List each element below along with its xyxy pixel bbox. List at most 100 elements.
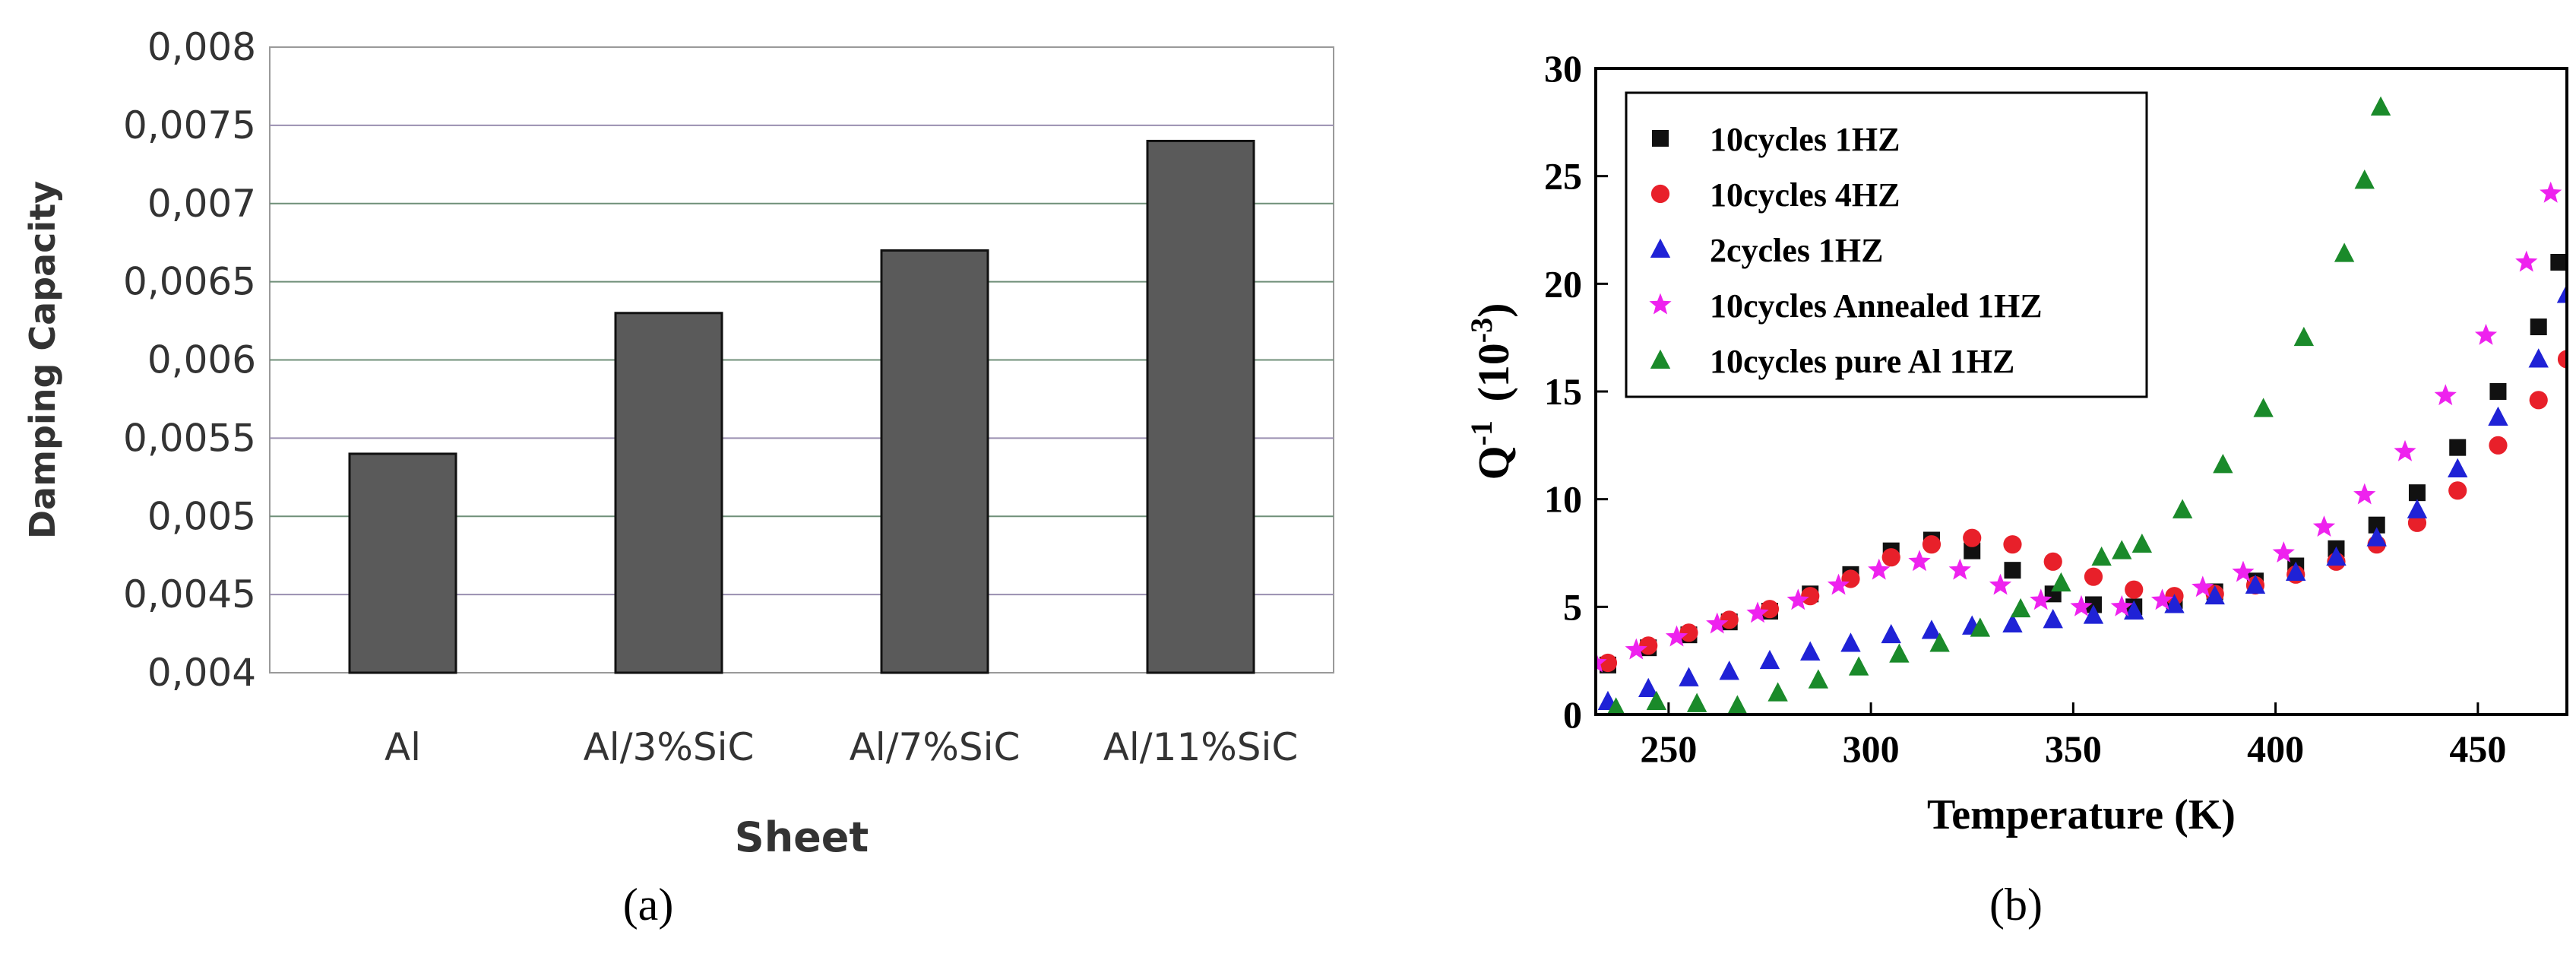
data-point [2124, 600, 2144, 620]
data-point [2043, 552, 2062, 571]
data-point [2434, 384, 2457, 406]
series-4 [1596, 181, 2562, 673]
data-point [1786, 588, 1809, 610]
data-point [2394, 439, 2416, 461]
y-tick-label: 25 [1544, 155, 1582, 198]
x-tick-label: 250 [1640, 727, 1697, 770]
data-point [2528, 348, 2549, 368]
legend-label: 10cycles Annealed 1HZ [1710, 287, 2043, 325]
caption-a: (a) [623, 880, 674, 930]
data-point [1679, 623, 1698, 642]
data-point [2164, 594, 2185, 613]
data-point [1921, 620, 1942, 639]
legend-marker [1652, 130, 1669, 147]
data-point [2370, 96, 2391, 116]
panel-a-bar-chart: 0,004 0,0045 0,005 0,0055 0,006 0,0065 0,007 0,… [22, 25, 1334, 861]
data-point [2489, 383, 2507, 400]
data-point [1922, 535, 1941, 554]
series-5 [1606, 96, 2391, 715]
x-tick-label: 450 [2449, 727, 2506, 770]
x-tick-label: Al [385, 725, 421, 769]
data-point [2326, 546, 2347, 566]
data-point [2112, 540, 2132, 559]
legend-label: 10cycles 1HZ [1710, 121, 1900, 158]
data-point [1638, 677, 1659, 697]
x-tick-label: Al/3%SiC [584, 725, 755, 769]
legend-box [1625, 91, 2148, 398]
caption-b: (b) [1989, 880, 2043, 930]
data-point [2550, 254, 2567, 271]
y-tick-label: 0,0045 [123, 572, 256, 616]
data-point [2191, 575, 2214, 597]
y-tick-label: 0,004 [147, 651, 256, 695]
data-point [1964, 542, 1981, 559]
data-point [1760, 600, 1780, 619]
y-tick-label: 20 [1544, 262, 1582, 305]
data-point [2003, 535, 2022, 554]
data-point [2245, 574, 2266, 594]
legend-marker [1650, 184, 1670, 204]
plot-frame [1594, 67, 2568, 716]
data-point [2489, 436, 2508, 455]
data-point [2125, 580, 2144, 599]
data-point [2043, 609, 2063, 629]
y-axis-title-unit: (10 [1469, 343, 1518, 413]
data-point [1625, 638, 1647, 660]
data-point [1759, 649, 1780, 670]
x-tick-label: 400 [2247, 727, 2304, 770]
y-axis-title-unit-sup: -3 [1464, 318, 1498, 343]
data-point [1801, 587, 1820, 606]
data-point [2530, 319, 2547, 335]
y-tick-label: 0,0065 [123, 260, 256, 304]
data-point [2010, 597, 2031, 618]
data-point [1706, 612, 1729, 634]
data-point [1800, 641, 1821, 661]
data-point [1827, 573, 1850, 595]
data-point [1639, 636, 1658, 655]
data-point [2030, 588, 2052, 610]
data-point [2448, 481, 2467, 500]
y-tick-label: 0,008 [147, 25, 256, 69]
data-point [2253, 398, 2274, 417]
y-axis-title-sup: -1 [1464, 420, 1498, 445]
data-point [2272, 541, 2295, 563]
data-point [1719, 661, 1739, 680]
y-axis-title-unit-end: ) [1469, 303, 1518, 318]
data-point [2353, 483, 2376, 505]
data-point [2448, 458, 2468, 477]
y-axis-title: Damping Capacity [22, 181, 63, 539]
data-point [1881, 548, 1900, 567]
data-point [2488, 406, 2508, 426]
data-point [2556, 284, 2567, 303]
x-tick-label: 300 [1843, 727, 1900, 770]
data-point [1596, 651, 1607, 673]
data-point [2354, 170, 2375, 189]
data-point [1606, 697, 1625, 715]
data-point [1720, 610, 1739, 629]
data-point [1598, 653, 1618, 673]
legend-label: 10cycles 4HZ [1710, 176, 1900, 214]
data-point [1868, 558, 1891, 580]
data-point [2515, 250, 2538, 272]
bar [880, 249, 989, 674]
data-point [1970, 617, 1991, 637]
data-point [1727, 695, 1748, 715]
data-point [1881, 623, 1901, 644]
data-point [2051, 572, 2071, 592]
data-point [2366, 527, 2387, 547]
data-point [2312, 515, 2336, 537]
bar [614, 312, 723, 674]
data-point [2084, 567, 2103, 586]
data-point [2540, 181, 2562, 203]
data-point [1840, 632, 1861, 652]
y-tick-label: 0,005 [147, 494, 256, 538]
panel-b-scatter-chart: 0 5 10 15 20 25 30 250 300 350 400 450 Temperature (… [1464, 47, 2568, 838]
data-point [1808, 669, 1829, 689]
data-point [1948, 558, 1971, 580]
legend-label: 2cycles 1HZ [1710, 232, 1884, 269]
data-point [2232, 560, 2255, 582]
y-axis-title-base: Q [1469, 445, 1518, 480]
x-tick-label: 350 [2045, 727, 2102, 770]
data-point [2293, 326, 2315, 347]
legend-marker [1649, 293, 1672, 315]
